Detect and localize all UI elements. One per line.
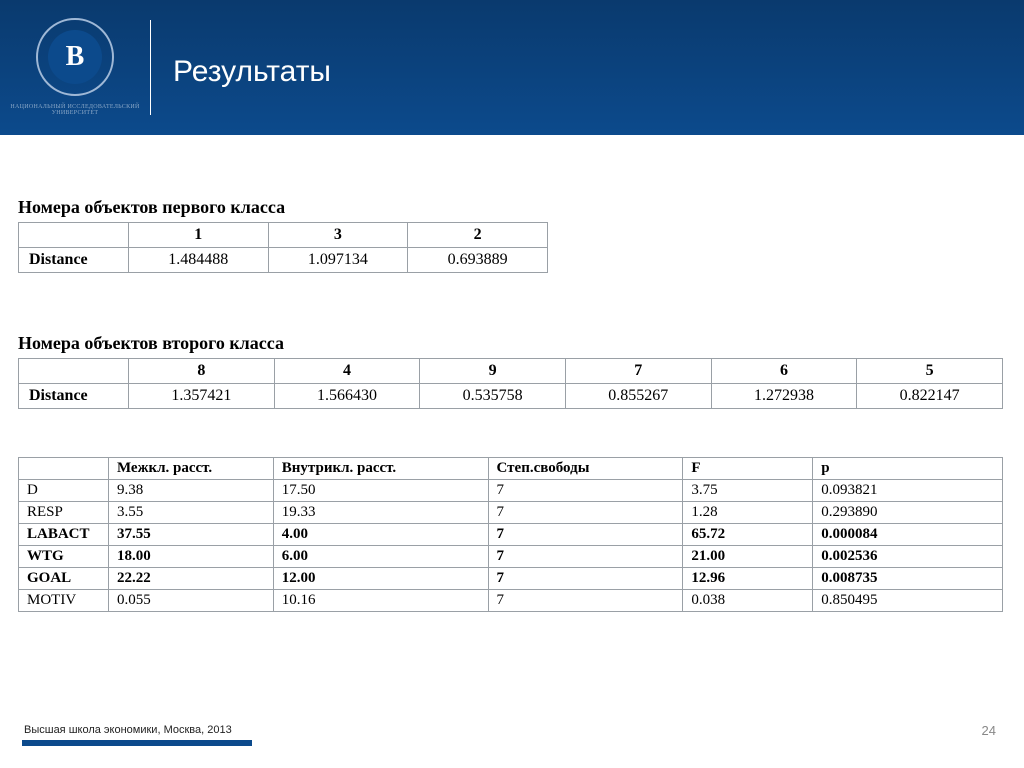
table3-col: Внутрикл. расст. — [273, 458, 488, 480]
table2-cell: 0.855267 — [565, 384, 711, 409]
logo-inner: В — [48, 30, 102, 84]
table2-rowlabel: Distance — [19, 384, 129, 409]
logo-circle: В — [36, 18, 114, 96]
table-row: RESP3.5519.3371.280.293890 — [19, 502, 1003, 524]
table3-cell: 0.000084 — [813, 524, 1003, 546]
logo-subtext: НАЦИОНАЛЬНЫЙ ИССЛЕДОВАТЕЛЬСКИЙ УНИВЕРСИТ… — [0, 104, 150, 116]
table3-cell: 21.00 — [683, 546, 813, 568]
header-divider — [150, 20, 151, 115]
table3-cell: 37.55 — [108, 524, 273, 546]
footer-text: Высшая школа экономики, Москва, 2013 — [24, 724, 232, 736]
table3-cell: 0.293890 — [813, 502, 1003, 524]
table3-cell: 0.850495 — [813, 590, 1003, 612]
table1-cell: 0.693889 — [408, 248, 548, 273]
table3-cell: 9.38 — [108, 480, 273, 502]
table2-cell: 0.822147 — [857, 384, 1003, 409]
table3-col: F — [683, 458, 813, 480]
table3-cell: MOTIV — [19, 590, 109, 612]
table-row: MOTIV0.05510.1670.0380.850495 — [19, 590, 1003, 612]
table-row: 8 4 9 7 6 5 — [19, 359, 1003, 384]
slide-content: Номера объектов первого класса 1 3 2 Dis… — [0, 135, 1024, 612]
table3-cell: 0.038 — [683, 590, 813, 612]
table3-col: Межкл. расст. — [108, 458, 273, 480]
table3-col: Степ.свободы — [488, 458, 683, 480]
table3-cell: 4.00 — [273, 524, 488, 546]
logo-block: В НАЦИОНАЛЬНЫЙ ИССЛЕДОВАТЕЛЬСКИЙ УНИВЕРС… — [0, 0, 150, 116]
table1-header: 2 — [408, 223, 548, 248]
table2-header: 5 — [857, 359, 1003, 384]
table3-cell: D — [19, 480, 109, 502]
table-row: 1 3 2 — [19, 223, 548, 248]
table3-cell: 17.50 — [273, 480, 488, 502]
table3-cell: 3.75 — [683, 480, 813, 502]
logo-letter: В — [66, 41, 85, 73]
table-row: Distance 1.357421 1.566430 0.535758 0.85… — [19, 384, 1003, 409]
table3-cell: LABACT — [19, 524, 109, 546]
table3-cell: 22.22 — [108, 568, 273, 590]
table3-cell: 19.33 — [273, 502, 488, 524]
page-number: 24 — [982, 723, 996, 738]
slide-header: В НАЦИОНАЛЬНЫЙ ИССЛЕДОВАТЕЛЬСКИЙ УНИВЕРС… — [0, 0, 1024, 135]
table1: 1 3 2 Distance 1.484488 1.097134 0.69388… — [18, 222, 548, 273]
table2-title: Номера объектов второго класса — [18, 333, 1006, 354]
table3-cell: 1.28 — [683, 502, 813, 524]
table3-cell: 7 — [488, 524, 683, 546]
table2-cell: 1.566430 — [274, 384, 420, 409]
table2-header: 6 — [711, 359, 857, 384]
table3-cell: 7 — [488, 502, 683, 524]
table3-cell: 12.96 — [683, 568, 813, 590]
table3-col — [19, 458, 109, 480]
table3-cell: 18.00 — [108, 546, 273, 568]
table3-cell: 0.002536 — [813, 546, 1003, 568]
table3-cell: 12.00 — [273, 568, 488, 590]
table3-cell: 7 — [488, 546, 683, 568]
table3-cell: 7 — [488, 568, 683, 590]
table2-header: 9 — [420, 359, 566, 384]
table3-cell: 65.72 — [683, 524, 813, 546]
table2-cell: 0.535758 — [420, 384, 566, 409]
table3-cell: 10.16 — [273, 590, 488, 612]
table3-col: p — [813, 458, 1003, 480]
table2-header: 8 — [129, 359, 275, 384]
table-row: D9.3817.5073.750.093821 — [19, 480, 1003, 502]
slide-title: Результаты — [173, 55, 331, 89]
table3-cell: 0.093821 — [813, 480, 1003, 502]
table3-cell: 0.008735 — [813, 568, 1003, 590]
table3-cell: 7 — [488, 480, 683, 502]
table2-header: 7 — [565, 359, 711, 384]
table3-cell: GOAL — [19, 568, 109, 590]
table-row: GOAL22.2212.00712.960.008735 — [19, 568, 1003, 590]
table-row: Межкл. расст. Внутрикл. расст. Степ.своб… — [19, 458, 1003, 480]
table1-header: 1 — [128, 223, 268, 248]
table3: Межкл. расст. Внутрикл. расст. Степ.своб… — [18, 457, 1003, 612]
table-row: LABACT37.554.00765.720.000084 — [19, 524, 1003, 546]
table1-rowlabel: Distance — [19, 248, 129, 273]
table3-cell: 3.55 — [108, 502, 273, 524]
table3-cell: WTG — [19, 546, 109, 568]
table1-cell: 1.484488 — [128, 248, 268, 273]
table-row: WTG18.006.00721.000.002536 — [19, 546, 1003, 568]
table-row: Distance 1.484488 1.097134 0.693889 — [19, 248, 548, 273]
table2-cell: 1.272938 — [711, 384, 857, 409]
table2: 8 4 9 7 6 5 Distance 1.357421 1.566430 0… — [18, 358, 1003, 409]
table1-header: 3 — [268, 223, 408, 248]
table3-cell: 6.00 — [273, 546, 488, 568]
table3-cell: 0.055 — [108, 590, 273, 612]
table1-cell: 1.097134 — [268, 248, 408, 273]
table2-cell: 1.357421 — [129, 384, 275, 409]
footer-bar — [22, 740, 252, 746]
table3-cell: 7 — [488, 590, 683, 612]
table2-header: 4 — [274, 359, 420, 384]
table1-title: Номера объектов первого класса — [18, 197, 1006, 218]
table3-cell: RESP — [19, 502, 109, 524]
